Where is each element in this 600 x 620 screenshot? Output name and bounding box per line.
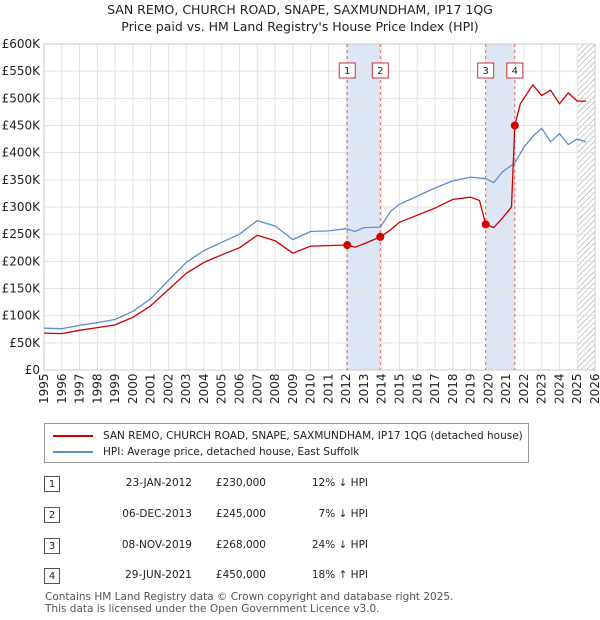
x-tick-label: 2022 xyxy=(517,373,531,404)
row-date: 08-NOV-2019 xyxy=(121,539,192,551)
chart-title-line2: Price paid vs. HM Land Registry's House … xyxy=(121,19,478,34)
transaction-label-box xyxy=(371,62,389,79)
x-tick-label: 2014 xyxy=(375,373,389,404)
x-tick-label: 2006 xyxy=(233,373,247,404)
x-tick-label: 2005 xyxy=(215,373,229,404)
y-tick-label: £100K xyxy=(2,309,42,323)
y-tick-label: £500K xyxy=(2,91,42,105)
row-index-badge: 1 xyxy=(44,476,60,492)
row-price: £450,000 xyxy=(215,569,266,581)
x-tick-label: 2000 xyxy=(126,373,140,404)
y-tick-label: £0 xyxy=(25,363,40,377)
y-tick-label: £600K xyxy=(2,37,42,51)
x-tick-label: 2009 xyxy=(286,373,300,404)
row-index-badge: 2 xyxy=(44,507,60,523)
transaction-point xyxy=(481,220,490,229)
row-hpi: 7% ↓ HPI xyxy=(318,508,368,520)
x-tick-label: 1999 xyxy=(108,373,122,404)
plot-frame xyxy=(43,43,596,371)
x-tick-label: 2008 xyxy=(268,373,282,404)
legend: SAN REMO, CHURCH ROAD, SNAPE, SAXMUNDHAM… xyxy=(44,423,529,463)
y-tick-label: £50K xyxy=(9,336,41,350)
x-tick-label: 1995 xyxy=(37,373,51,404)
x-tick-label: 2011 xyxy=(321,373,335,404)
y-tick-label: £400K xyxy=(2,146,42,160)
legend-label-hpi: HPI: Average price, detached house, East… xyxy=(103,446,360,458)
row-index-badge: 3 xyxy=(44,538,60,554)
x-tick-label: 2018 xyxy=(446,373,460,404)
x-tick-label: 1997 xyxy=(73,373,87,404)
x-tick-label: 2015 xyxy=(392,373,406,404)
transaction-label: 1 xyxy=(344,66,350,77)
y-tick-label: £200K xyxy=(2,254,42,268)
footer-licence: This data is licensed under the Open Gov… xyxy=(45,603,380,615)
y-tick-label: £350K xyxy=(2,173,42,187)
transaction-label-box xyxy=(338,62,356,79)
legend-swatch-price xyxy=(53,435,93,437)
x-tick-label: 2003 xyxy=(179,373,193,404)
x-tick-label: 2012 xyxy=(339,373,353,404)
y-tick-label: £300K xyxy=(2,200,42,214)
row-hpi: 24% ↓ HPI xyxy=(311,539,368,551)
transaction-label: 2 xyxy=(377,66,383,77)
y-tick-label: £250K xyxy=(2,227,42,241)
row-price: £268,000 xyxy=(215,539,266,551)
x-tick-label: 2001 xyxy=(144,373,158,404)
legend-item-hpi: HPI: Average price, detached house, East… xyxy=(53,444,359,460)
price-paid-line xyxy=(43,84,587,335)
x-tick-label: 1998 xyxy=(90,373,104,404)
legend-item-price: SAN REMO, CHURCH ROAD, SNAPE, SAXMUNDHAM… xyxy=(53,428,523,444)
transaction-label: 4 xyxy=(512,66,518,77)
row-date: 29-JUN-2021 xyxy=(125,569,192,581)
row-index-badge: 4 xyxy=(44,568,60,584)
price-chart: SAN REMO, CHURCH ROAD, SNAPE, SAXMUNDHAM… xyxy=(2,2,600,404)
x-tick-label: 2002 xyxy=(161,373,175,404)
x-tick-label: 2019 xyxy=(464,373,478,404)
transaction-label-box xyxy=(506,62,524,79)
x-tick-label: 2023 xyxy=(535,373,549,404)
x-tick-label: 2026 xyxy=(588,373,600,404)
x-tick-label: 2024 xyxy=(552,373,566,404)
chart-title-line1: SAN REMO, CHURCH ROAD, SNAPE, SAXMUNDHAM… xyxy=(107,2,493,17)
transaction-point xyxy=(376,232,385,241)
y-tick-label: £150K xyxy=(2,282,42,296)
x-tick-label: 2020 xyxy=(481,373,495,404)
legend-label-price: SAN REMO, CHURCH ROAD, SNAPE, SAXMUNDHAM… xyxy=(103,430,523,442)
x-tick-label: 2013 xyxy=(357,373,371,404)
row-hpi: 18% ↑ HPI xyxy=(311,569,368,581)
x-tick-label: 2021 xyxy=(499,373,513,404)
transaction-point xyxy=(343,241,352,250)
row-hpi: 12% ↓ HPI xyxy=(311,477,368,489)
y-tick-label: £450K xyxy=(2,119,42,133)
x-tick-label: 2007 xyxy=(250,373,264,404)
y-tick-label: £550K xyxy=(2,64,42,78)
x-tick-label: 1996 xyxy=(55,373,69,404)
x-tick-label: 2016 xyxy=(410,373,424,404)
transaction-label-box xyxy=(477,62,495,79)
row-price: £230,000 xyxy=(215,477,266,489)
footer-copyright: Contains HM Land Registry data © Crown c… xyxy=(45,591,454,603)
row-price: £245,000 xyxy=(215,508,266,520)
x-tick-label: 2004 xyxy=(197,373,211,404)
hpi-line xyxy=(43,127,587,330)
row-date: 23-JAN-2012 xyxy=(125,477,192,489)
x-tick-label: 2017 xyxy=(428,373,442,404)
transaction-point xyxy=(510,121,519,130)
transaction-label: 3 xyxy=(483,66,489,77)
x-tick-label: 2025 xyxy=(570,373,584,404)
row-date: 06-DEC-2013 xyxy=(122,508,192,520)
x-tick-label: 2010 xyxy=(304,373,318,404)
legend-swatch-hpi xyxy=(53,451,93,453)
